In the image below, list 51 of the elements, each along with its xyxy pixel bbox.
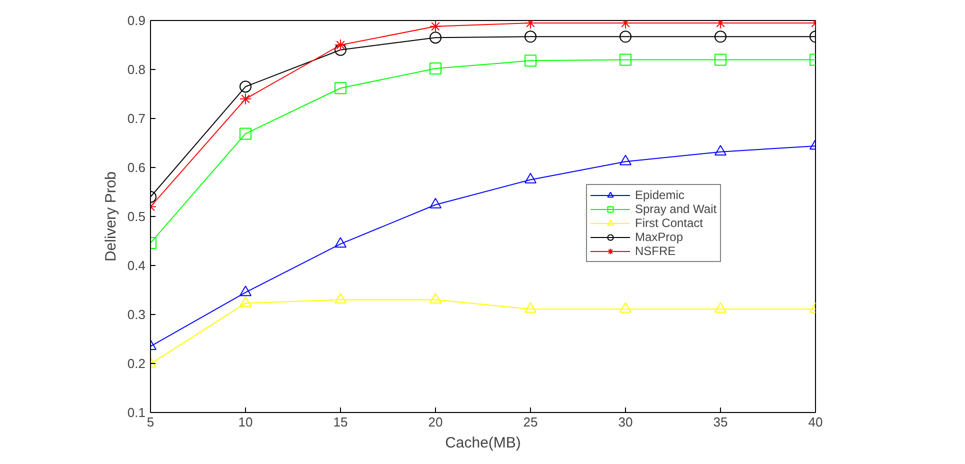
point <box>334 237 346 248</box>
point <box>620 54 632 66</box>
x-tick-label: 40 <box>808 414 823 430</box>
y-tick-label: 0.5 <box>127 209 146 224</box>
x-axis-title: Cache(MB) <box>445 434 521 452</box>
point <box>334 44 346 56</box>
point <box>524 30 536 43</box>
legend-label: Epidemic <box>635 188 684 202</box>
y-tick-label: 0.2 <box>127 356 146 371</box>
x-tick-label: 35 <box>713 414 728 430</box>
point <box>240 92 252 105</box>
x-tick-label: 5 <box>146 414 154 430</box>
point <box>240 296 252 307</box>
point <box>430 292 442 304</box>
legend-label: Spray and Wait <box>635 202 717 216</box>
point <box>714 30 726 43</box>
point <box>620 302 632 313</box>
point <box>714 144 726 156</box>
point <box>620 30 632 43</box>
point <box>334 39 346 51</box>
y-tick-label: 0.3 <box>127 307 146 322</box>
point <box>714 302 726 313</box>
x-tick-label: 25 <box>523 414 538 430</box>
point <box>240 128 252 140</box>
point <box>240 286 252 296</box>
point <box>334 292 346 304</box>
point <box>524 302 536 313</box>
point <box>334 82 346 94</box>
point <box>620 154 632 166</box>
y-tick-label: 0.7 <box>127 111 146 126</box>
point <box>524 172 536 184</box>
x-tick-label: 30 <box>618 414 633 430</box>
y-tick-label: 0.9 <box>127 13 146 28</box>
x-tick-label: 10 <box>238 414 253 430</box>
y-axis-title: Delivery Prob <box>102 171 120 262</box>
point <box>524 54 536 67</box>
x-tick-label: 15 <box>333 414 348 430</box>
point <box>430 62 442 75</box>
y-tick-label: 0.4 <box>127 258 146 273</box>
y-tick-label: 0.6 <box>127 160 146 175</box>
y-tick-label: 0.8 <box>127 62 146 77</box>
point <box>430 32 442 44</box>
point <box>240 80 252 93</box>
point <box>714 54 726 66</box>
legend-label: First Contact <box>635 216 704 230</box>
point <box>430 20 442 32</box>
x-tick-label: 20 <box>428 414 443 430</box>
y-tick-label: 0.1 <box>127 405 146 420</box>
legend-label: MaxProp <box>635 230 684 244</box>
legend-label: NSFRE <box>635 244 676 258</box>
point <box>430 198 442 208</box>
